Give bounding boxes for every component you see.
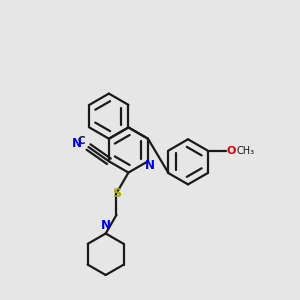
Text: N: N bbox=[72, 137, 82, 150]
Text: CH₃: CH₃ bbox=[236, 146, 255, 156]
Text: O: O bbox=[226, 146, 236, 156]
Text: N: N bbox=[145, 159, 154, 172]
Text: S: S bbox=[112, 188, 121, 200]
Text: C: C bbox=[78, 136, 85, 146]
Text: N: N bbox=[101, 219, 111, 232]
